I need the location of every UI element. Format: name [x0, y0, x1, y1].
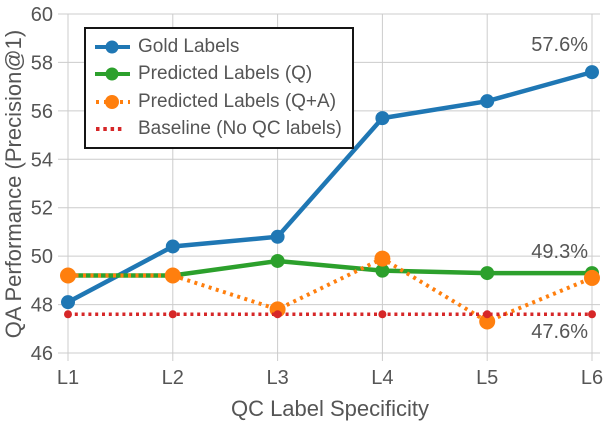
- x-tick-label: L3: [266, 367, 288, 389]
- y-tick-label: 46: [31, 343, 53, 365]
- x-tick-label: L4: [371, 367, 393, 389]
- y-axis-label: QA Performance (Precision@1): [1, 29, 26, 339]
- y-tick-label: 58: [31, 52, 53, 74]
- x-tick-label: L2: [162, 367, 184, 389]
- legend-marker-dotted-line-circle-icon: [96, 94, 130, 109]
- baseline-no-qc-labels-point-L1: [64, 310, 72, 319]
- y-tick-label: 56: [31, 101, 53, 123]
- gold-labels-point-L1: [61, 295, 75, 310]
- gold-labels-point-L6: [585, 65, 599, 80]
- y-tick-label: 60: [31, 4, 53, 26]
- predicted-labels-q-line: [68, 258, 592, 278]
- baseline-no-qc-labels-point-L2: [168, 310, 177, 319]
- predicted-labels-q-a-point-L5: [479, 313, 496, 330]
- x-tick-label: L1: [57, 367, 79, 389]
- legend-item-predicted-labels-q: Predicted Labels (Q): [94, 61, 342, 89]
- gold-labels-line: [66, 69, 593, 305]
- legend-marker-solid-line-circle-icon: [95, 40, 130, 54]
- y-tick-label: 50: [31, 246, 53, 268]
- legend-item-baseline: Baseline (No QC labels): [94, 116, 342, 144]
- predicted-labels-q-a-point-L6: [584, 269, 600, 286]
- x-tick-label: L6: [581, 367, 603, 389]
- annotation-predicted-q-l6: 49.3%: [531, 241, 588, 263]
- gold-labels-point-L5: [480, 94, 495, 109]
- predicted-labels-q-a-point-L4: [374, 250, 391, 267]
- legend-label: Predicted Labels (Q+A): [138, 90, 337, 112]
- gold-labels-point-L2: [165, 239, 180, 254]
- baseline-no-qc-labels-point-L5: [483, 310, 492, 319]
- predicted-labels-q-a-point-L2: [164, 267, 181, 284]
- legend-marker-dotted-line-icon: [96, 127, 124, 132]
- legend-label: Predicted Labels (Q): [138, 63, 313, 85]
- gold-labels-point-L3: [270, 229, 285, 244]
- y-tick-label: 52: [31, 198, 53, 220]
- predicted-labels-q-point-L5: [480, 266, 495, 281]
- baseline-no-qc-labels-point-L4: [378, 310, 387, 319]
- predicted-labels-q-point-L3: [270, 253, 285, 268]
- annotation-baseline: 47.6%: [531, 321, 588, 343]
- y-tick-label: 54: [31, 149, 53, 171]
- legend: Gold Labels Predicted Labels (Q) Predict…: [84, 27, 354, 149]
- y-tick-label: 48: [31, 295, 53, 317]
- annotation-gold-l6: 57.6%: [531, 34, 588, 56]
- legend-label: Gold Labels: [138, 35, 240, 57]
- baseline-no-qc-labels-point-L3: [273, 310, 282, 319]
- gold-labels-point-L4: [375, 111, 390, 126]
- predicted-labels-q-point-L4: [375, 263, 390, 278]
- legend-item-gold-labels: Gold Labels: [94, 33, 342, 61]
- legend-label: Baseline (No QC labels): [138, 118, 342, 140]
- legend-item-predicted-labels-qa: Predicted Labels (Q+A): [94, 88, 342, 116]
- x-axis-label: QC Label Specificity: [230, 396, 430, 421]
- predicted-labels-q-a-point-L1: [60, 267, 76, 284]
- baseline-no-qc-labels-point-L6: [588, 310, 596, 319]
- legend-marker-solid-line-circle-icon: [95, 67, 130, 81]
- x-tick-label: L5: [476, 367, 498, 389]
